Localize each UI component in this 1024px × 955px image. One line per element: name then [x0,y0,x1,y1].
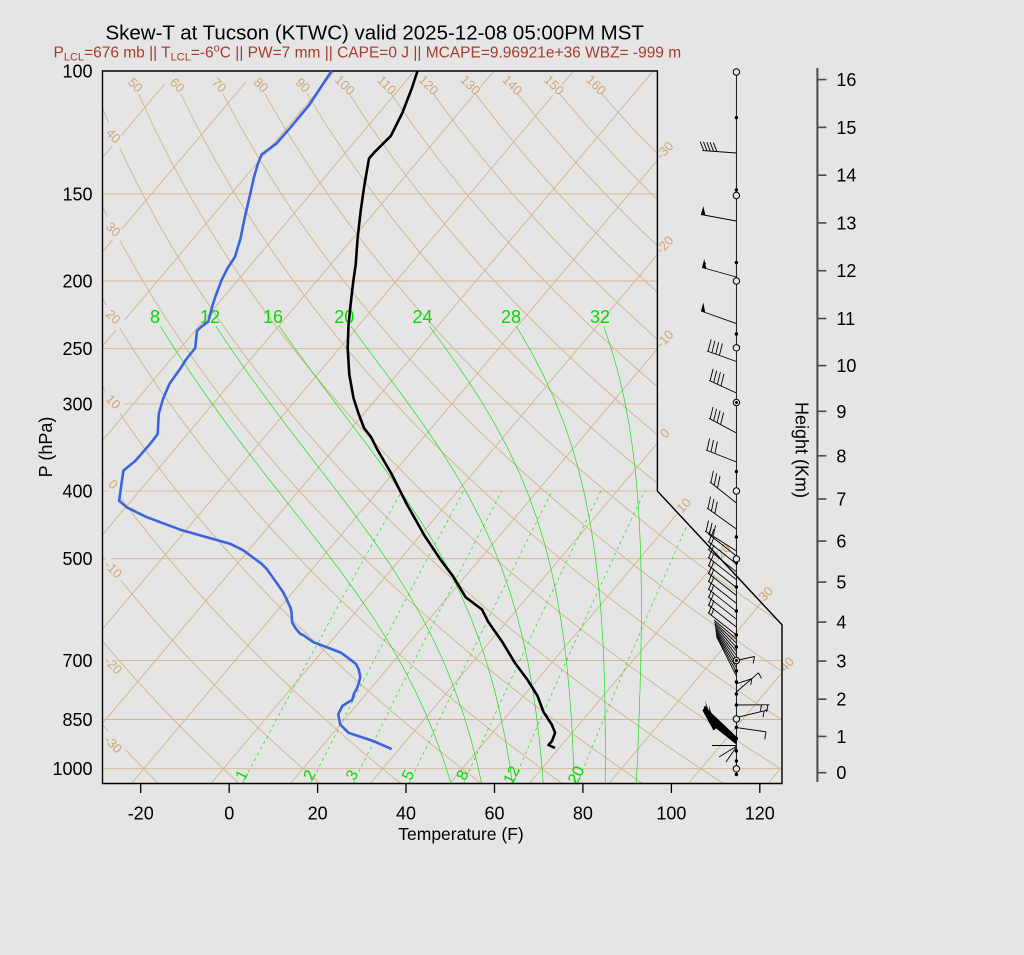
svg-text:120: 120 [745,804,775,824]
svg-text:0: 0 [836,763,846,783]
svg-text:3: 3 [836,652,846,672]
svg-text:8: 8 [836,446,846,466]
svg-text:250: 250 [62,339,92,359]
svg-text:400: 400 [62,482,92,502]
svg-text:150: 150 [62,184,92,204]
svg-text:Height (Km): Height (Km) [791,402,811,498]
svg-text:P (hPa): P (hPa) [36,417,56,478]
svg-text:12: 12 [836,261,856,281]
svg-text:2: 2 [836,690,846,710]
svg-text:1: 1 [836,727,846,747]
svg-text:5: 5 [836,573,846,593]
svg-text:28: 28 [501,307,521,327]
svg-text:Temperature (F): Temperature (F) [398,824,523,844]
svg-text:850: 850 [62,710,92,730]
svg-text:8: 8 [150,307,160,327]
svg-text:-20: -20 [128,804,154,824]
svg-text:Skew-T at Tucson (KTWC) valid: Skew-T at Tucson (KTWC) valid 2025-12-08… [105,21,644,44]
svg-text:11: 11 [836,309,855,329]
svg-text:9: 9 [836,402,846,422]
svg-text:500: 500 [62,549,92,569]
svg-text:700: 700 [62,651,92,671]
svg-text:40: 40 [396,804,416,824]
svg-text:32: 32 [590,307,610,327]
svg-text:1000: 1000 [52,759,92,779]
svg-text:24: 24 [412,307,432,327]
svg-text:80: 80 [573,804,593,824]
svg-text:4: 4 [836,613,846,633]
svg-text:16: 16 [263,307,283,327]
svg-text:100: 100 [62,62,92,82]
svg-text:6: 6 [836,532,846,552]
svg-text:15: 15 [836,118,856,138]
svg-text:100: 100 [656,804,686,824]
svg-text:13: 13 [836,213,856,233]
svg-text:200: 200 [62,272,92,292]
svg-text:300: 300 [62,394,92,414]
svg-text:PLCL=676 mb || TLCL=-6oC || PW: PLCL=676 mb || TLCL=-6oC || PW=7 mm || C… [54,43,682,64]
svg-text:60: 60 [484,804,504,824]
svg-text:20: 20 [308,804,328,824]
svg-text:7: 7 [836,490,846,510]
svg-text:14: 14 [836,166,856,186]
svg-text:10: 10 [836,356,856,376]
svg-text:0: 0 [224,804,234,824]
svg-text:16: 16 [836,70,856,90]
